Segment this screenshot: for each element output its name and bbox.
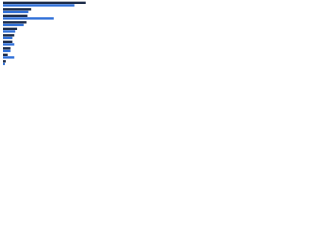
bar xyxy=(3,62,5,66)
bar xyxy=(3,49,11,53)
chart xyxy=(3,1,86,66)
bar xyxy=(3,1,86,4)
bar xyxy=(3,23,24,27)
bar xyxy=(3,53,8,56)
bar xyxy=(3,43,15,46)
bar xyxy=(3,60,6,63)
page: {"chart_data": {"type": "hbar", "categor… xyxy=(0,0,100,71)
bar xyxy=(3,8,32,11)
bar xyxy=(3,21,27,24)
bar xyxy=(3,30,16,33)
bar xyxy=(3,47,11,50)
bar xyxy=(3,14,28,17)
bar xyxy=(3,27,18,30)
bar xyxy=(3,40,13,43)
bar xyxy=(3,17,54,20)
bar xyxy=(3,4,75,7)
bar xyxy=(3,56,15,59)
bar xyxy=(3,10,29,14)
bar xyxy=(3,34,15,37)
bar xyxy=(3,36,13,40)
